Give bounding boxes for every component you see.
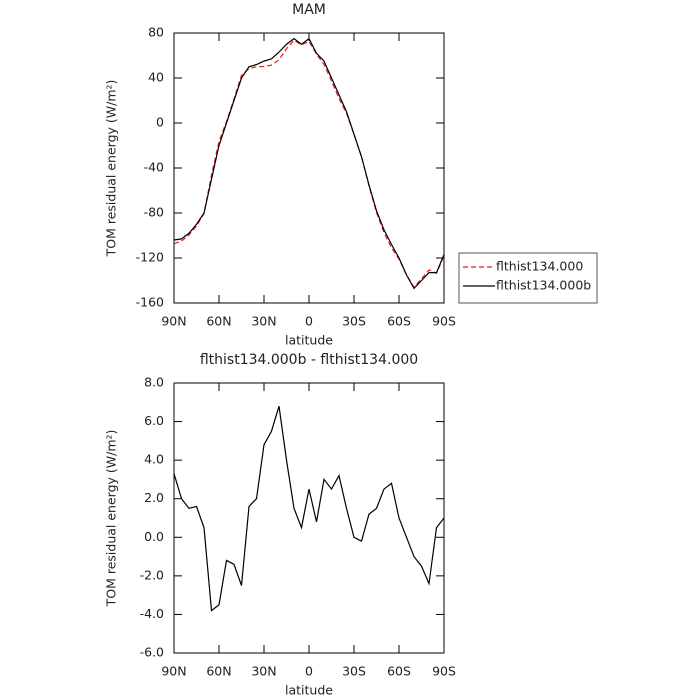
series-line bbox=[173, 405, 445, 612]
y-tick-label: -40 bbox=[144, 160, 164, 175]
y-tick-label: 40 bbox=[148, 70, 164, 85]
y-tick-label: 80 bbox=[148, 25, 164, 40]
x-tick-label: 60S bbox=[387, 314, 411, 329]
y-tick-label: -160 bbox=[136, 295, 164, 310]
y-tick-label: -120 bbox=[136, 250, 164, 265]
x-tick-label: 0 bbox=[305, 664, 313, 679]
y-axis-label: TOM residual energy (W/m²) bbox=[104, 430, 119, 608]
legend-label: flthist134.000b bbox=[496, 278, 591, 293]
x-tick-label: 60N bbox=[206, 314, 231, 329]
x-tick-label: 0 bbox=[305, 314, 313, 329]
x-tick-label: 30N bbox=[251, 664, 276, 679]
x-tick-label: 30S bbox=[342, 314, 366, 329]
y-tick-label: 4.0 bbox=[144, 452, 164, 467]
y-axis-label: TOM residual energy (W/m²) bbox=[104, 80, 119, 258]
chart-title: MAM bbox=[292, 2, 326, 18]
y-tick-label: -6.0 bbox=[140, 645, 164, 660]
legend-label: flthist134.000 bbox=[496, 259, 583, 274]
x-tick-label: 30S bbox=[342, 664, 366, 679]
x-axis-label: latitude bbox=[285, 683, 333, 698]
y-tick-label: -4.0 bbox=[140, 606, 164, 621]
x-tick-label: 30N bbox=[251, 314, 276, 329]
x-tick-label: 90S bbox=[432, 314, 456, 329]
plot-frame bbox=[173, 382, 445, 654]
x-tick-label: 90S bbox=[432, 664, 456, 679]
x-tick-label: 90N bbox=[161, 314, 186, 329]
y-tick-label: -2.0 bbox=[140, 567, 164, 582]
x-tick-label: 60S bbox=[387, 664, 411, 679]
x-axis-label: latitude bbox=[285, 333, 333, 348]
legend-box bbox=[458, 252, 598, 304]
x-tick-label: 60N bbox=[206, 664, 231, 679]
chart-title: flthist134.000b - flthist134.000 bbox=[200, 352, 418, 368]
y-tick-label: 0 bbox=[156, 115, 164, 130]
y-tick-label: 6.0 bbox=[144, 413, 164, 428]
y-tick-label: 0.0 bbox=[144, 529, 164, 544]
x-tick-label: 90N bbox=[161, 664, 186, 679]
series-line bbox=[173, 37, 445, 290]
y-tick-label: 2.0 bbox=[144, 490, 164, 505]
y-tick-label: 8.0 bbox=[144, 375, 164, 390]
y-tick-label: -80 bbox=[144, 205, 164, 220]
